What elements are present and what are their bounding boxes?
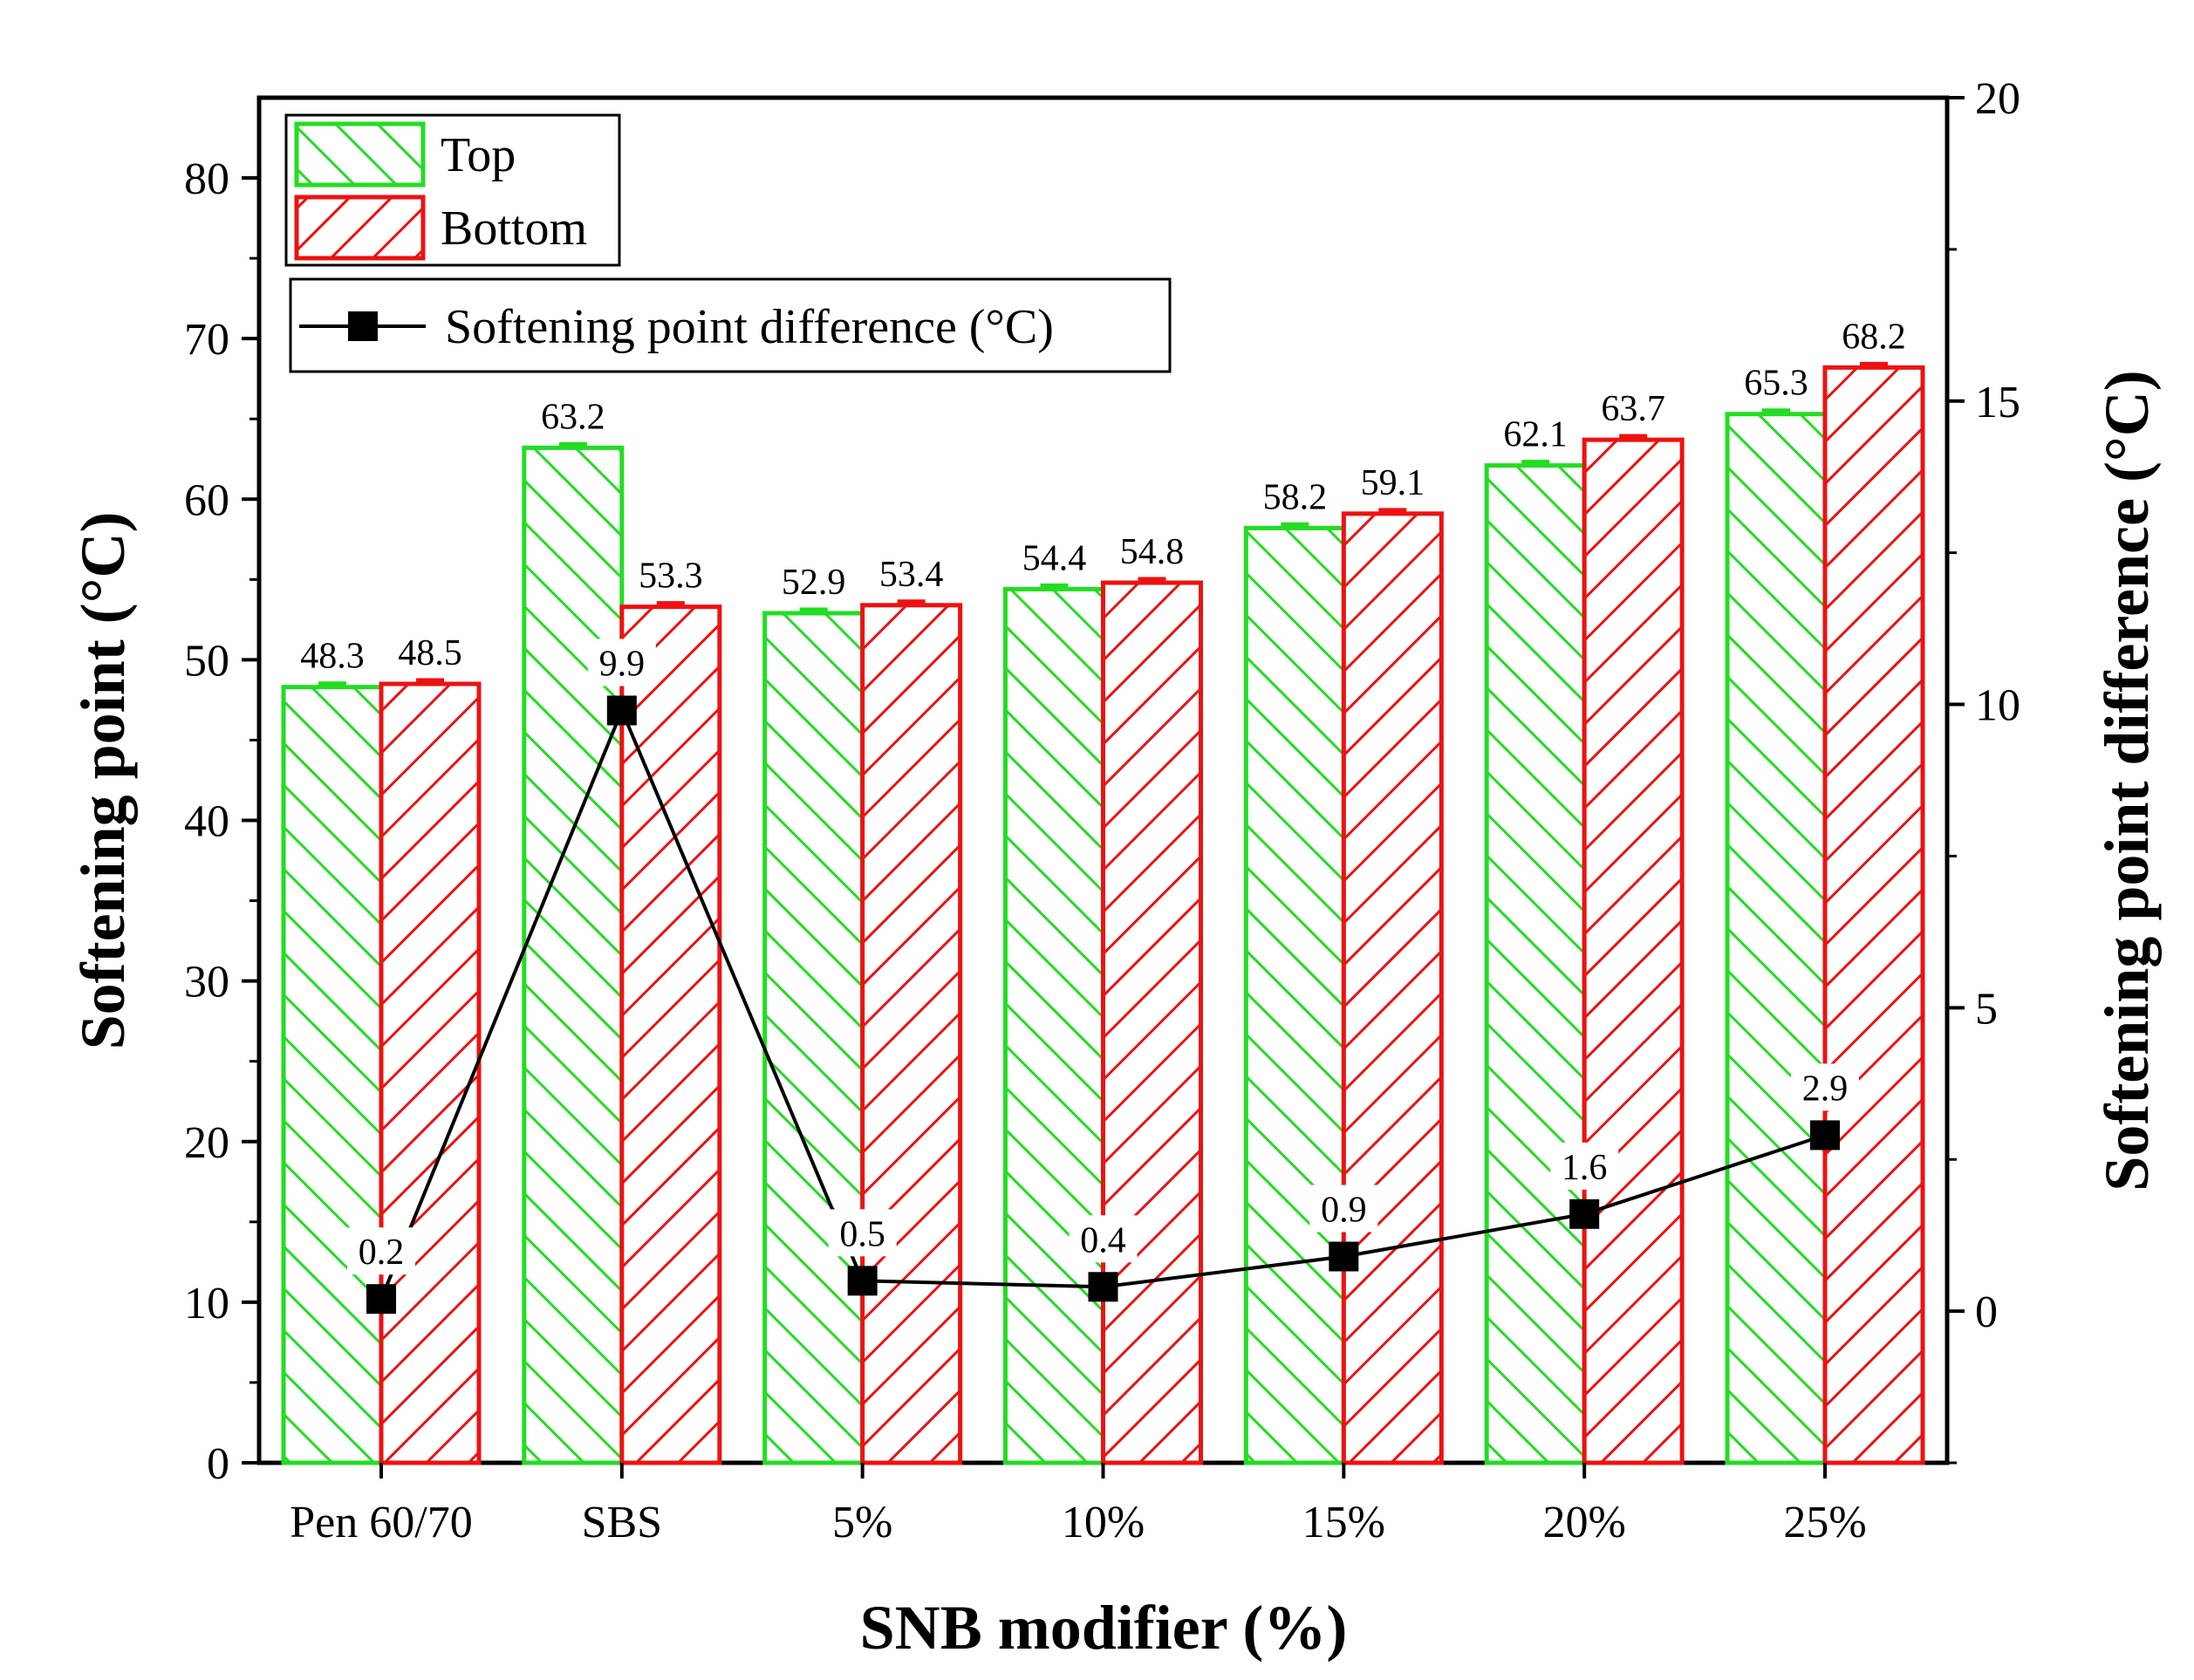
x-tick-label-6: 25% <box>1783 1498 1866 1547</box>
data-label-bottom-6: 68.2 <box>1842 317 1906 357</box>
error-bar-group <box>318 361 1888 686</box>
bar-top-1 <box>522 445 625 1465</box>
bar-data-labels: 48.3 48.5 63.2 53.3 52.9 53.4 54.4 54.8 58.2 59.1… <box>300 317 1906 676</box>
difference-label-bg-0 <box>347 1227 415 1275</box>
difference-label-bg-6 <box>1791 1063 1859 1111</box>
bar-bottom-0 <box>379 681 482 1465</box>
left-tick-label-70: 70 <box>184 315 229 365</box>
difference-marker-1 <box>606 695 637 726</box>
data-label-bottom-3: 54.8 <box>1120 532 1185 572</box>
bar-top-3 <box>1003 586 1105 1465</box>
x-axis-title: SNB modifier (%) <box>860 1593 1348 1663</box>
bar-top-0 <box>281 685 384 1465</box>
legend-top-swatch <box>294 121 426 188</box>
difference-label-1: 9.9 <box>599 645 646 685</box>
data-label-top-0: 48.3 <box>300 637 365 677</box>
difference-label-bg-2 <box>828 1209 897 1257</box>
left-tick-label-10: 10 <box>184 1279 229 1328</box>
bar-top-2 <box>762 611 865 1465</box>
difference-label-bg-4 <box>1309 1185 1378 1233</box>
y2-axis-title: Softening point difference (°C) <box>2092 370 2162 1191</box>
difference-marker-0 <box>366 1284 396 1315</box>
difference-label-3: 0.4 <box>1080 1220 1126 1260</box>
x-axis: Pen 60/70 SBS 5% 10% 15% 20% 25% <box>290 1463 1867 1547</box>
left-tick-label-20: 20 <box>184 1118 229 1168</box>
difference-label-4: 0.9 <box>1321 1191 1367 1231</box>
difference-marker-4 <box>1329 1241 1359 1272</box>
data-label-bottom-2: 53.4 <box>879 555 944 595</box>
left-tick-label-60: 60 <box>184 475 229 525</box>
legend-line: Softening point difference (°C) <box>289 277 1172 373</box>
bar-series-group <box>281 365 1925 1465</box>
difference-label-bg-5 <box>1550 1142 1619 1190</box>
left-tick-label-40: 40 <box>184 797 229 847</box>
data-label-bottom-5: 63.7 <box>1601 389 1665 429</box>
difference-label-bg-3 <box>1069 1215 1138 1263</box>
bar-top-5 <box>1484 463 1587 1465</box>
x-tick-label-5: 20% <box>1543 1498 1626 1547</box>
difference-label-5: 1.6 <box>1562 1148 1608 1188</box>
bar-top-4 <box>1243 525 1346 1465</box>
bar-bottom-5 <box>1582 437 1685 1465</box>
legend-bottom-label: Bottom <box>441 201 587 256</box>
left-tick-label-30: 30 <box>184 958 229 1007</box>
bar-bottom-1 <box>619 604 722 1465</box>
right-tick-label-5: 5 <box>1975 984 1998 1034</box>
right-y-axis: 0 5 10 15 20 <box>1947 74 2020 1465</box>
data-label-top-3: 54.4 <box>1022 538 1087 578</box>
left-tick-label-0: 0 <box>207 1439 229 1489</box>
difference-line-series: 0.2 9.9 0.5 0.4 0.9 1.6 2.9 <box>347 639 1859 1315</box>
bar-bottom-2 <box>860 603 963 1465</box>
data-label-bottom-1: 53.3 <box>639 557 703 597</box>
legend-bottom-swatch <box>294 195 426 261</box>
x-tick-label-3: 10% <box>1062 1498 1145 1547</box>
left-tick-label-50: 50 <box>184 636 229 686</box>
right-tick-label-10: 10 <box>1975 681 2020 731</box>
left-y-axis: 0 10 20 30 40 50 60 70 80 <box>184 154 259 1489</box>
data-label-bottom-0: 48.5 <box>398 633 462 673</box>
difference-label-bg-1 <box>587 639 656 686</box>
difference-label-0: 0.2 <box>359 1233 405 1273</box>
data-label-top-5: 62.1 <box>1503 415 1568 455</box>
legend-top-label: Top <box>441 128 516 182</box>
difference-marker-3 <box>1088 1272 1118 1302</box>
data-label-top-2: 52.9 <box>782 563 846 603</box>
left-tick-label-80: 80 <box>184 154 229 204</box>
right-tick-label-15: 15 <box>1975 378 2020 427</box>
x-tick-label-1: SBS <box>582 1498 663 1547</box>
difference-marker-2 <box>847 1266 878 1296</box>
y-axis-title: Softening point (°C) <box>68 512 138 1050</box>
bar-bottom-6 <box>1822 365 1925 1465</box>
difference-marker-6 <box>1810 1120 1840 1151</box>
data-label-top-4: 58.2 <box>1263 477 1328 517</box>
bar-bottom-3 <box>1101 580 1203 1465</box>
data-label-top-6: 65.3 <box>1744 364 1808 404</box>
legend-line-marker <box>348 311 378 341</box>
data-label-bottom-4: 59.1 <box>1361 463 1425 503</box>
difference-label-6: 2.9 <box>1802 1069 1849 1109</box>
x-tick-label-4: 15% <box>1302 1498 1385 1547</box>
x-tick-label-0: Pen 60/70 <box>290 1498 472 1547</box>
bar-top-6 <box>1725 412 1828 1465</box>
difference-marker-5 <box>1569 1199 1600 1229</box>
x-tick-label-2: 5% <box>832 1498 892 1547</box>
data-label-top-1: 63.2 <box>541 397 605 437</box>
right-tick-label-0: 0 <box>1975 1287 1998 1337</box>
legend-line-frame <box>289 277 1172 373</box>
difference-label-2: 0.5 <box>839 1214 885 1254</box>
bar-bottom-4 <box>1341 511 1444 1465</box>
legend-line-label: Softening point difference (°C) <box>445 300 1054 354</box>
legend-bars: Top Bottom <box>284 113 621 267</box>
right-tick-label-20: 20 <box>1975 74 2020 124</box>
